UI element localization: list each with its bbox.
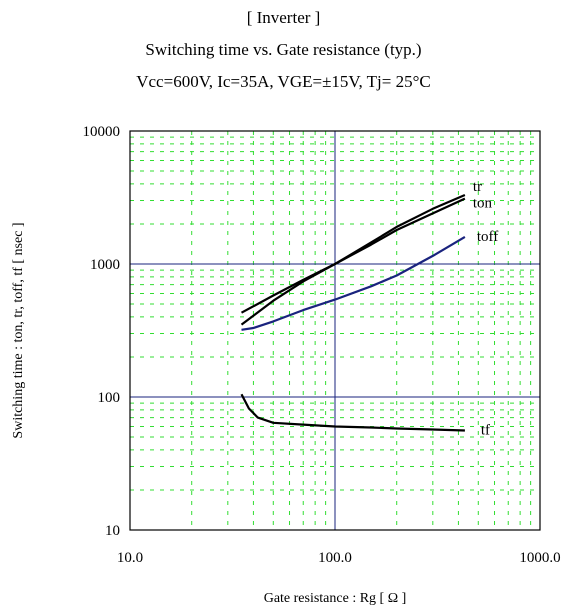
curve-label-ton: ton	[473, 196, 493, 212]
series-line-toff	[241, 235, 466, 331]
minor-grid	[130, 131, 540, 530]
series-line-tf	[240, 393, 465, 432]
chart-title: [ Inverter ]	[246, 8, 321, 27]
chart-subtitle: Switching time vs. Gate resistance (typ.…	[145, 40, 422, 59]
y-axis-label: Switching time : ton, tr, toff, tf [ nse…	[11, 222, 26, 438]
curve-label-tr: tr	[473, 179, 482, 195]
y-tick-label: 10000	[83, 124, 121, 140]
x-tick-label: 1000.0	[519, 550, 560, 566]
y-tick-label: 10	[105, 523, 120, 539]
chart-conditions: Vcc=600V, Ic=35A, VGE=±15V, Tj= 25°C	[136, 72, 431, 91]
plot-frame	[129, 130, 541, 531]
series-line-ton	[240, 197, 466, 314]
x-tick-label: 100.0	[318, 550, 352, 566]
x-tick-label: 10.0	[117, 550, 143, 566]
series-layer	[240, 193, 466, 432]
curve-label-toff: toff	[477, 229, 498, 245]
curve-label-tf: tf	[481, 422, 490, 438]
y-tick-label: 100	[98, 390, 121, 406]
y-tick-label: 1000	[90, 257, 120, 273]
x-axis-label: Gate resistance : Rg [ Ω ]	[264, 591, 407, 606]
tick-labels: 10.0 100.0 1000.0 10 100 1000 10000	[83, 124, 561, 566]
